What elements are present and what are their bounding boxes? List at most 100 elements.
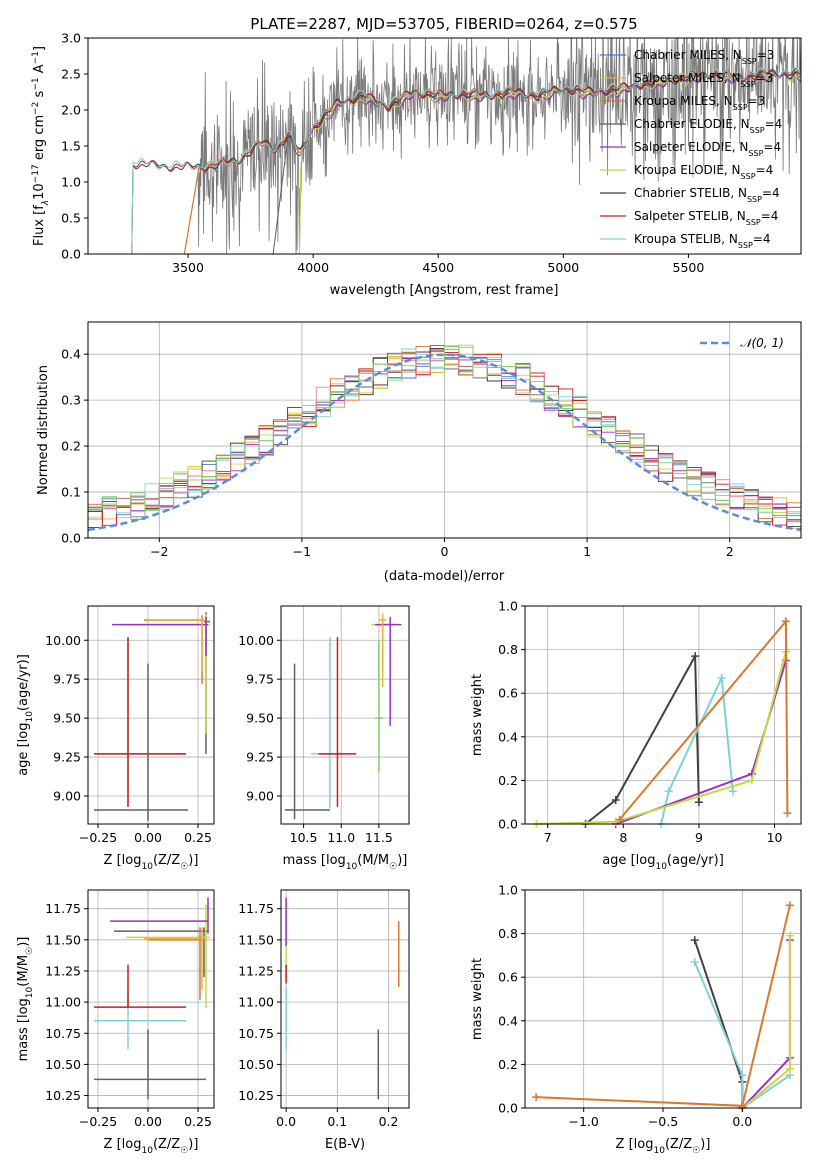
legend-text: Salpeter MILES, N (634, 71, 741, 85)
label-part: ] (32, 46, 47, 51)
legend-n: =3 (757, 48, 775, 62)
x-tick-label: 4500 (422, 260, 454, 275)
weight-marker (785, 1064, 794, 1073)
x-tick-label: 0 (441, 544, 449, 559)
y-tick-label: 0.6 (498, 970, 518, 985)
label-part: (M/M (16, 955, 31, 987)
x-tick-label: 10 (767, 830, 783, 845)
y-tick-label: 0.3 (61, 393, 81, 408)
weight-line (693, 961, 791, 1110)
y-tick-label: 0.6 (498, 686, 518, 701)
x-axis-label: Z [log10(Z/Z☉)] (104, 853, 199, 872)
legend-sub: SSP (733, 103, 748, 112)
label-part: (Z/Z (153, 1137, 180, 1152)
x-axis-label: Z [log10(Z/Z☉)] (104, 1137, 199, 1156)
y-tick-label: 1.0 (498, 883, 518, 898)
y-tick-label: 10.25 (238, 1088, 274, 1103)
y-tick-label: 9.00 (53, 788, 81, 803)
weight-marker (717, 673, 726, 682)
label-part: age [log (16, 723, 31, 776)
y-tick-label: 0.0 (498, 817, 518, 832)
y-tick-label: 11.50 (45, 932, 81, 947)
x-axis-label: age [log10(age/yr)] (602, 853, 724, 872)
legend-label: Chabrier ELODIE, NSSP=4 (634, 117, 782, 135)
x-tick-label: 0.1 (327, 1114, 347, 1129)
weight-marker (691, 652, 700, 661)
legend-sub: SSP (746, 218, 761, 227)
label-part: 10 (25, 711, 35, 723)
x-tick-label: 11.0 (327, 830, 355, 845)
legend-text: Chabrier ELODIE, N (634, 117, 750, 131)
y-tick-label: 9.75 (53, 672, 81, 687)
label-part: (age/yr)] (16, 654, 31, 711)
y-tick-label: 3.0 (61, 31, 81, 46)
label-part: −1 (31, 51, 41, 64)
mass-extinction-panel: 0.0 0.1 0.2 10.25 10.50 10.75 11.00 11.25 11.50 1… (238, 889, 410, 1152)
weight-marker (690, 936, 699, 945)
gaussian-curve (87, 353, 802, 532)
x-tick-label: 4000 (297, 260, 329, 275)
label-part: (Z/Z (153, 853, 180, 868)
legend-label: Chabrier MILES, NSSP=3 (634, 48, 774, 66)
age-mass-panel: 10.5 11.0 11.5 9.00 9.25 9.50 9.75 10.00 mass [l… (238, 605, 410, 872)
label-part: (age/yr)] (667, 853, 724, 868)
label-part: ☉ (180, 862, 188, 872)
y-tick-label: 10.25 (45, 1088, 81, 1103)
residual-legend: 𝒩(0, 1) (700, 336, 784, 350)
y-tick-label: 0.0 (61, 531, 81, 546)
x-tick-label: 11.5 (365, 830, 393, 845)
x-tick-label: −0.5 (648, 1114, 678, 1129)
legend-label: Salpeter ELODIE, NSSP=4 (634, 140, 781, 158)
y-tick-label: 1.5 (61, 139, 81, 154)
label-part: ☉ (692, 1146, 700, 1156)
label-part: Z [log (104, 853, 142, 868)
y-tick-label: 0.0 (61, 247, 81, 262)
label-part: (M/M (357, 853, 389, 868)
x-tick-label: 0.00 (134, 830, 162, 845)
label-part: λ (41, 200, 51, 206)
legend-n: =3 (748, 94, 766, 108)
label-part: age [log (602, 853, 655, 868)
legend-label: Kroupa MILES, NSSP=3 (634, 94, 765, 112)
x-tick-label: 5500 (673, 260, 705, 275)
legend-text: Chabrier MILES, N (634, 48, 742, 62)
label-part: )] (188, 853, 198, 868)
x-tick-label: 0.0 (276, 1114, 296, 1129)
legend-text: Salpeter ELODIE, N (634, 140, 748, 154)
weight-line (693, 939, 744, 1108)
legend-label: Chabrier STELIB, NSSP=4 (634, 186, 780, 204)
weight-marker (664, 787, 673, 796)
label-part: erg cm (32, 115, 47, 164)
legend-label: Salpeter STELIB, NSSP=4 (634, 209, 778, 227)
y-tick-label: 9.25 (53, 750, 81, 765)
x-tick-label: −0.25 (79, 1114, 117, 1129)
label-part: 10 (141, 862, 153, 872)
legend-sub: SSP (738, 241, 753, 250)
legend-label: Kroupa STELIB, NSSP=4 (634, 232, 771, 250)
label-part: ☉ (180, 1146, 188, 1156)
legend-n: =4 (753, 232, 771, 246)
y-tick-label: 9.50 (246, 711, 274, 726)
legend-n: =4 (761, 209, 779, 223)
legend-n: =4 (763, 140, 781, 154)
residual-histogram (88, 345, 801, 514)
weight-marker (785, 931, 794, 940)
label-part: 10 (655, 862, 667, 872)
gaussian-legend-label: 𝒩(0, 1) (740, 336, 784, 350)
y-tick-label: 9.25 (246, 750, 274, 765)
legend-sub: SSP (747, 195, 762, 204)
label-part: A (32, 64, 47, 77)
y-tick-label: 2.5 (61, 67, 81, 82)
y-tick-label: 9.00 (246, 788, 274, 803)
spectrum-panel: PLATE=2287, MJD=53705, FIBERID=0264, z=0… (31, 15, 802, 298)
y-tick-label: 1.0 (498, 599, 518, 614)
label-part: mass [log (16, 998, 31, 1061)
residual-xlabel: (data-model)/error (384, 569, 505, 584)
legend-sub: SSP (741, 80, 756, 89)
y-tick-label: 0.8 (498, 642, 518, 657)
label-part: )] (16, 937, 31, 947)
legend-n: =4 (762, 186, 780, 200)
x-tick-label: 3500 (172, 260, 204, 275)
